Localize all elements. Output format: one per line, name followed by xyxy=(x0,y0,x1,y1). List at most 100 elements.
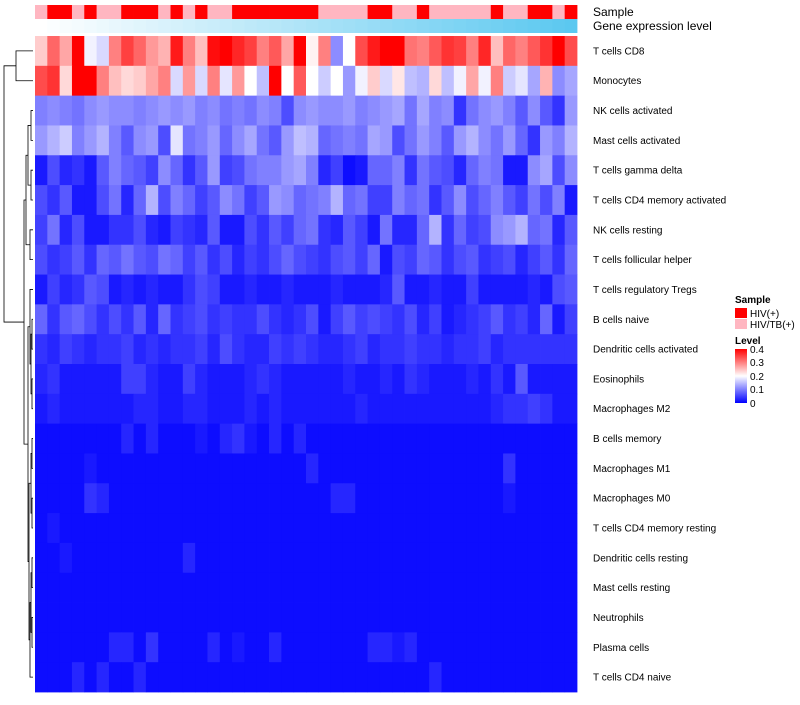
heatmap-cell xyxy=(195,572,208,603)
heatmap-cell xyxy=(256,602,270,633)
heatmap-cell xyxy=(108,572,122,603)
heatmap-cell xyxy=(441,423,455,454)
heatmap-cell xyxy=(466,602,479,633)
heatmap-cell xyxy=(330,423,344,454)
heatmap-cell xyxy=(145,423,159,454)
heatmap-cell xyxy=(515,423,529,454)
heatmap-cell xyxy=(158,483,171,514)
heatmap-cell xyxy=(404,453,418,484)
heatmap-cell xyxy=(96,513,110,544)
heatmap-cell xyxy=(540,364,553,395)
heatmap-cell xyxy=(84,36,97,67)
heatmap-cell xyxy=(96,632,110,663)
heatmap-cell xyxy=(330,572,344,603)
heatmap-cell xyxy=(71,602,85,633)
sample-annotation-cell xyxy=(355,5,368,19)
heatmap-cell xyxy=(121,214,134,246)
heatmap-cell xyxy=(244,214,258,246)
heatmap-cell xyxy=(281,185,295,216)
heatmap-cell xyxy=(96,572,110,603)
heatmap-cell xyxy=(367,304,381,335)
heatmap-cell xyxy=(145,185,159,216)
heatmap-cell xyxy=(392,274,405,305)
heatmap-cell xyxy=(84,483,97,514)
heatmap-cell xyxy=(466,572,479,603)
heatmap-cell xyxy=(453,155,467,186)
heatmap-cell xyxy=(121,513,134,544)
heatmap-cell xyxy=(515,602,529,633)
heatmap-cell xyxy=(96,364,110,395)
heatmap-cell xyxy=(207,602,221,633)
heatmap-cell xyxy=(478,393,492,425)
heatmap-cell xyxy=(182,244,196,275)
heatmap-cell xyxy=(478,632,492,663)
heatmap-cell xyxy=(244,334,258,365)
heatmap-cell xyxy=(552,65,566,97)
heatmap-cell xyxy=(256,483,270,514)
heatmap-cell xyxy=(35,125,48,156)
heatmap-cell xyxy=(244,274,258,305)
heatmap-cell xyxy=(269,185,282,216)
gene-expression-cell xyxy=(96,19,110,33)
heatmap-cell xyxy=(108,602,122,633)
heatmap-cell xyxy=(515,65,529,97)
heatmap-cell xyxy=(527,602,541,633)
heatmap-cell xyxy=(269,423,282,454)
heatmap-cell xyxy=(47,125,61,156)
heatmap-cell xyxy=(564,602,578,633)
gene-expression-cell xyxy=(84,19,97,33)
heatmap-cell xyxy=(379,185,393,216)
heatmap-cell xyxy=(269,393,282,425)
heatmap-cell xyxy=(318,453,332,484)
heatmap-cell xyxy=(293,542,307,574)
heatmap-cell xyxy=(367,334,381,365)
heatmap-cell xyxy=(515,632,529,663)
heatmap-cell xyxy=(355,393,368,425)
heatmap-cell xyxy=(207,244,221,275)
heatmap-cell xyxy=(392,393,405,425)
heatmap-cell xyxy=(121,274,134,305)
heatmap-cell xyxy=(121,304,134,335)
heatmap-cell xyxy=(503,155,516,186)
heatmap-cell xyxy=(121,453,134,484)
heatmap-cell xyxy=(552,602,566,633)
heatmap-cell xyxy=(466,214,479,246)
heatmap-cell xyxy=(244,36,258,67)
heatmap-cell xyxy=(84,662,97,693)
heatmap-cell xyxy=(35,632,48,663)
heatmap-cell xyxy=(429,393,442,425)
heatmap-cell xyxy=(552,542,566,574)
heatmap-cell xyxy=(552,244,566,275)
heatmap-cell xyxy=(441,125,455,156)
heatmap-cell xyxy=(453,483,467,514)
gene-expression-cell xyxy=(392,19,405,33)
heatmap-cell xyxy=(158,304,171,335)
heatmap-cell xyxy=(552,36,566,67)
heatmap-cell xyxy=(478,185,492,216)
heatmap-cell xyxy=(527,364,541,395)
heatmap-cell xyxy=(244,423,258,454)
heatmap-cell xyxy=(145,155,159,186)
heatmap-cell xyxy=(293,632,307,663)
heatmap-cell xyxy=(195,483,208,514)
heatmap-cell xyxy=(527,214,541,246)
sample-annotation-cell xyxy=(47,5,61,19)
gene-expression-cell xyxy=(379,19,393,33)
heatmap-cell xyxy=(404,125,418,156)
heatmap-cell xyxy=(281,572,295,603)
row-label: NK cells resting xyxy=(593,225,662,236)
heatmap-cell xyxy=(170,155,184,186)
heatmap-cell xyxy=(564,632,578,663)
sample-annotation-cell xyxy=(416,5,430,19)
heatmap-cell xyxy=(342,423,356,454)
heatmap-cell xyxy=(466,542,479,574)
heatmap-cell xyxy=(355,632,368,663)
heatmap-cell xyxy=(441,36,455,67)
heatmap-cell xyxy=(416,572,430,603)
heatmap-cell xyxy=(219,185,233,216)
heatmap-cell xyxy=(232,572,245,603)
heatmap-cell xyxy=(207,95,221,126)
heatmap-cell xyxy=(71,155,85,186)
heatmap-cell xyxy=(466,662,479,693)
dendrogram-branch xyxy=(29,229,33,261)
